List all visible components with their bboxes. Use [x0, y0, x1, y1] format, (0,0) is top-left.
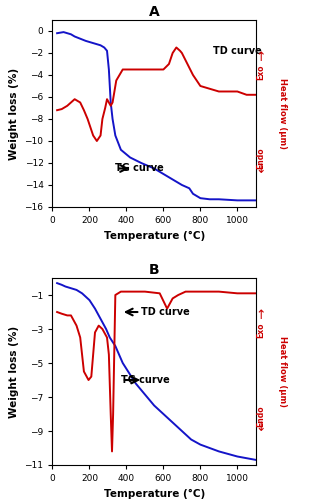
Title: A: A [149, 5, 159, 19]
Text: Exo: Exo [256, 64, 265, 80]
Text: Endo: Endo [256, 147, 265, 169]
Text: ↑: ↑ [256, 309, 266, 322]
Y-axis label: Weight loss (%): Weight loss (%) [9, 68, 19, 160]
Text: ↓: ↓ [256, 421, 266, 434]
Text: TG curve: TG curve [121, 375, 170, 385]
Text: TD curve: TD curve [141, 307, 190, 317]
Text: ↑: ↑ [256, 51, 266, 64]
Y-axis label: Weight loss (%): Weight loss (%) [9, 326, 19, 418]
Text: ↓: ↓ [256, 163, 266, 176]
Text: Heat flow (μm): Heat flow (μm) [277, 78, 287, 149]
Text: TD curve: TD curve [213, 46, 262, 56]
X-axis label: Temperature (°C): Temperature (°C) [104, 230, 205, 240]
Title: B: B [149, 263, 159, 277]
Text: Heat flow (μm): Heat flow (μm) [277, 336, 287, 407]
Text: TG curve: TG curve [115, 164, 164, 173]
Text: Exo: Exo [256, 322, 265, 338]
X-axis label: Temperature (°C): Temperature (°C) [104, 488, 205, 498]
Text: Endo: Endo [256, 405, 265, 427]
